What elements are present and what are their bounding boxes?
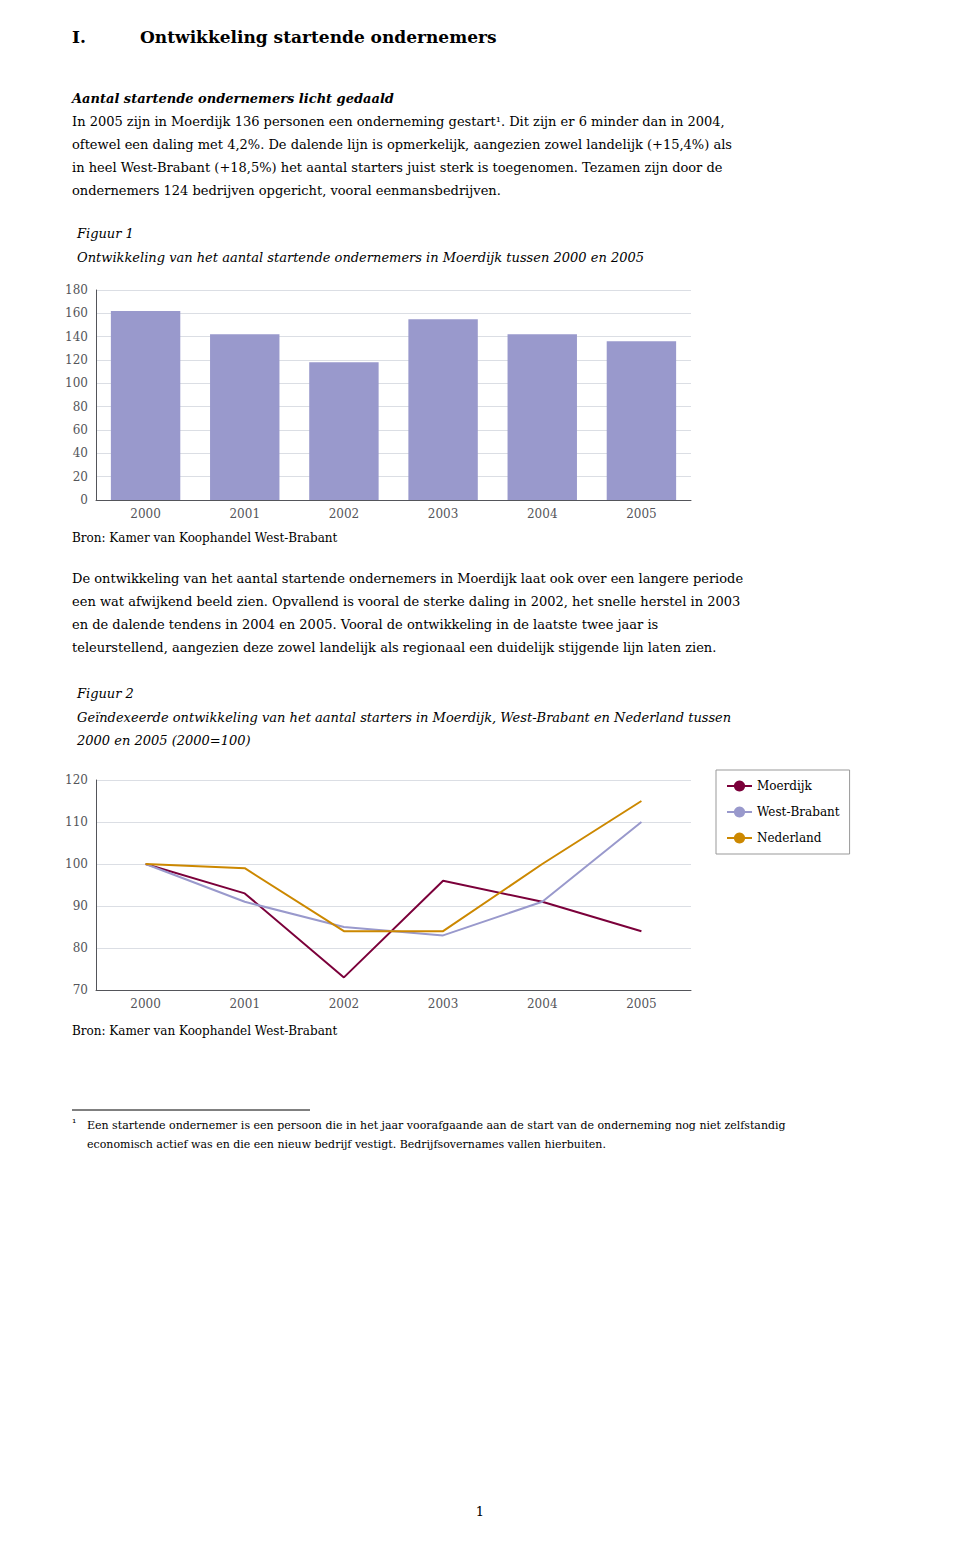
svg-text:Bron: Kamer van Koophandel Wes: Bron: Kamer van Koophandel West-Brabant bbox=[72, 531, 338, 545]
svg-text:70: 70 bbox=[73, 983, 88, 997]
svg-text:100: 100 bbox=[65, 857, 88, 871]
svg-text:2004: 2004 bbox=[527, 997, 558, 1011]
svg-text:en de dalende tendens in 2004: en de dalende tendens in 2004 en 2005. V… bbox=[72, 617, 658, 632]
svg-text:Figuur 1: Figuur 1 bbox=[76, 226, 134, 241]
svg-text:120: 120 bbox=[65, 773, 88, 787]
svg-text:teleurstellend, aangezien deze: teleurstellend, aangezien deze zowel lan… bbox=[72, 640, 716, 655]
svg-text:In 2005 zijn in Moerdijk 136 p: In 2005 zijn in Moerdijk 136 personen ee… bbox=[72, 114, 725, 129]
svg-text:Ontwikkeling van het aantal st: Ontwikkeling van het aantal startende on… bbox=[77, 250, 644, 265]
svg-text:Geïndexeerde ontwikkeling van: Geïndexeerde ontwikkeling van het aantal… bbox=[77, 710, 731, 725]
svg-text:140: 140 bbox=[65, 330, 88, 344]
svg-text:160: 160 bbox=[65, 306, 88, 320]
svg-text:180: 180 bbox=[65, 283, 88, 297]
svg-text:een wat afwijkend beeld zien.: een wat afwijkend beeld zien. Opvallend … bbox=[72, 594, 740, 609]
svg-text:2002: 2002 bbox=[329, 997, 360, 1011]
svg-text:Moerdijk: Moerdijk bbox=[757, 779, 813, 793]
svg-text:in heel West-Brabant (+18,5%): in heel West-Brabant (+18,5%) het aantal… bbox=[72, 160, 723, 175]
svg-text:2001: 2001 bbox=[229, 507, 260, 521]
svg-text:Bron: Kamer van Koophandel Wes: Bron: Kamer van Koophandel West-Brabant bbox=[72, 1024, 338, 1038]
svg-text:Een startende ondernemer is ee: Een startende ondernemer is een persoon … bbox=[87, 1119, 786, 1132]
svg-text:2004: 2004 bbox=[527, 507, 558, 521]
svg-text:80: 80 bbox=[73, 941, 88, 955]
svg-text:oftewel een daling met 4,2%. D: oftewel een daling met 4,2%. De dalende … bbox=[72, 137, 732, 152]
svg-text:2003: 2003 bbox=[428, 507, 459, 521]
svg-text:2002: 2002 bbox=[329, 507, 360, 521]
svg-text:I.: I. bbox=[72, 27, 86, 47]
svg-text:2000: 2000 bbox=[130, 997, 161, 1011]
svg-text:100: 100 bbox=[65, 376, 88, 390]
svg-text:60: 60 bbox=[73, 423, 88, 437]
svg-text:110: 110 bbox=[65, 815, 88, 829]
svg-text:90: 90 bbox=[73, 899, 88, 913]
svg-text:40: 40 bbox=[73, 446, 88, 460]
svg-text:1: 1 bbox=[476, 1504, 484, 1519]
svg-text:20: 20 bbox=[73, 470, 88, 484]
svg-text:2005: 2005 bbox=[626, 997, 657, 1011]
svg-text:2000: 2000 bbox=[130, 507, 161, 521]
svg-text:economisch actief was en die e: economisch actief was en die een nieuw b… bbox=[87, 1138, 606, 1151]
svg-text:Aantal startende ondernemers l: Aantal startende ondernemers licht gedaa… bbox=[70, 91, 394, 106]
svg-text:2003: 2003 bbox=[428, 997, 459, 1011]
svg-text:2000 en 2005 (2000=100): 2000 en 2005 (2000=100) bbox=[76, 733, 251, 748]
svg-text:Figuur 2: Figuur 2 bbox=[76, 686, 134, 701]
svg-text:¹: ¹ bbox=[72, 1117, 76, 1130]
svg-text:De ontwikkeling van het aantal: De ontwikkeling van het aantal startende… bbox=[72, 571, 743, 586]
svg-text:ondernemers 124 bedrijven opge: ondernemers 124 bedrijven opgericht, voo… bbox=[72, 183, 501, 198]
svg-text:West-Brabant: West-Brabant bbox=[757, 805, 840, 819]
svg-text:120: 120 bbox=[65, 353, 88, 367]
svg-text:2005: 2005 bbox=[626, 507, 657, 521]
svg-text:2001: 2001 bbox=[229, 997, 260, 1011]
svg-text:0: 0 bbox=[80, 493, 88, 507]
svg-text:Nederland: Nederland bbox=[757, 831, 822, 845]
svg-text:Ontwikkeling startende onderne: Ontwikkeling startende ondernemers bbox=[140, 27, 496, 47]
svg-text:80: 80 bbox=[73, 400, 88, 414]
